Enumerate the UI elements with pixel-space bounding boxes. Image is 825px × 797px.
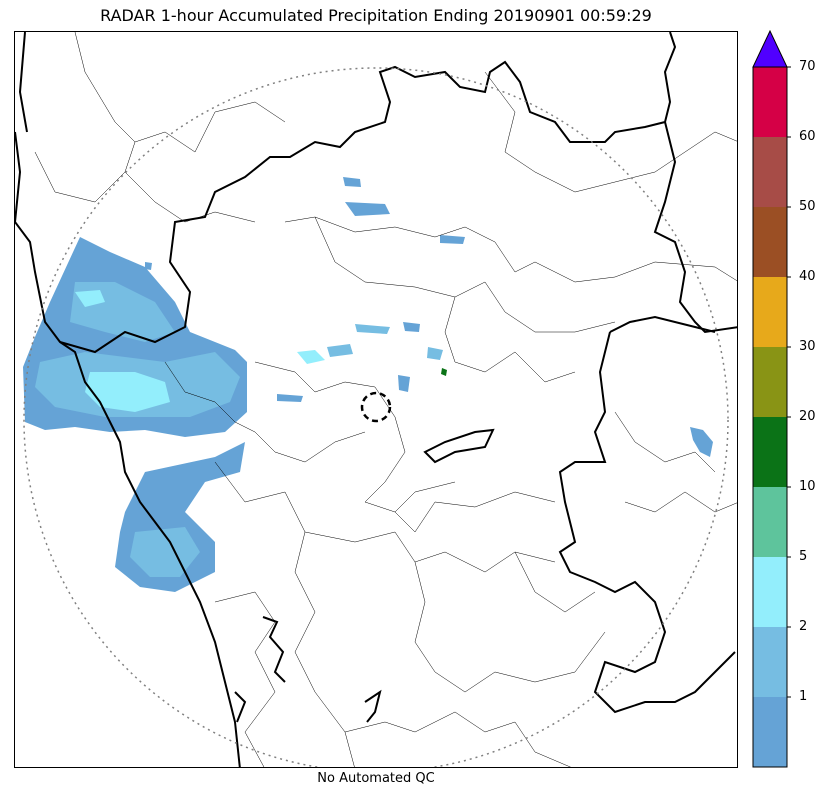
colorbar [752,30,791,768]
colorbar-tick-label: 1 [799,689,808,704]
colorbar-tick-label: 2 [799,619,808,634]
precip-echoes [23,177,713,592]
colorbar-tick-label: 5 [799,549,808,564]
colorbar-segment [753,137,787,207]
colorbar-tick-label: 10 [799,479,816,494]
colorbar-segment [753,627,787,697]
colorbar-segment [753,557,787,627]
colorbar-segment [753,347,787,417]
range-ring [23,67,729,767]
colorbar-segment [753,417,787,487]
chart-title: RADAR 1-hour Accumulated Precipitation E… [100,6,652,25]
colorbar-tick-label: 60 [799,129,816,144]
colorbar-tick-label: 70 [799,59,816,74]
colorbar-tick-label: 40 [799,269,816,284]
map-svg [15,32,737,767]
colorbar-segment [753,487,787,557]
radar-map[interactable] [14,31,738,768]
qc-note: No Automated QC [317,771,435,786]
radar-site-marker [360,391,392,423]
colorbar-segment [753,207,787,277]
state-borders [15,32,737,767]
colorbar-extend-arrow [752,30,788,68]
colorbar-tick-label: 50 [799,199,816,214]
colorbar-segment [753,67,787,137]
colorbar-segment [753,277,787,347]
district-borders [34,32,737,767]
colorbar-tick-label: 20 [799,409,816,424]
colorbar-tick-label: 30 [799,339,816,354]
colorbar-segment [753,697,787,767]
